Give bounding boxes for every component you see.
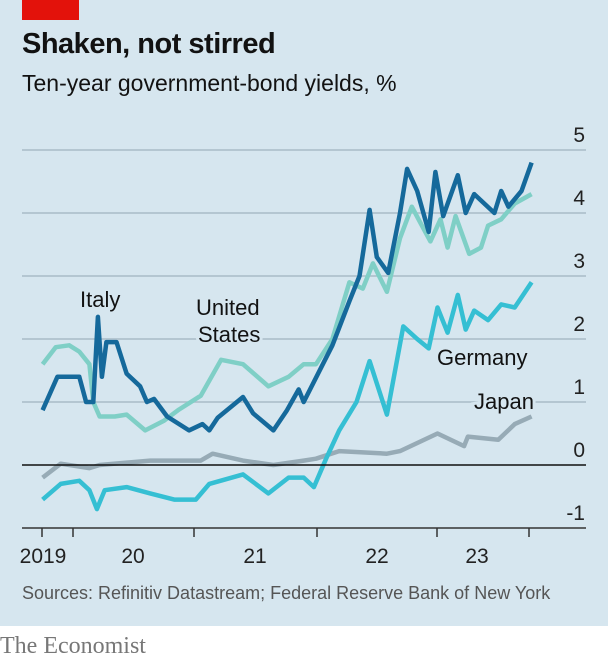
series-line-united-states — [40, 192, 533, 433]
series-label-italy: Italy — [80, 287, 120, 312]
y-tick-label: 0 — [573, 439, 585, 462]
x-tick-label: 23 — [465, 545, 488, 568]
series-label-united-states: United — [196, 295, 260, 320]
x-tick-label: 21 — [243, 545, 266, 568]
y-tick-label: 3 — [573, 250, 585, 273]
chart-subtitle: Ten-year government-bond yields, % — [22, 70, 397, 96]
source-note: Sources: Refinitiv Datastream; Federal R… — [22, 583, 551, 603]
y-tick-label: 1 — [573, 376, 585, 399]
y-tick-label: 5 — [573, 124, 585, 147]
economist-logo: The Economist — [0, 633, 146, 659]
y-tick-label: 2 — [573, 313, 585, 336]
series-line-germany — [41, 281, 534, 512]
chart-panel — [0, 0, 608, 626]
chart-title: Shaken, not stirred — [22, 28, 276, 60]
x-tick-label: 2019 — [20, 545, 67, 568]
series-line-italy — [40, 161, 534, 433]
brand-red-bar — [22, 0, 79, 20]
x-tick-label: 20 — [121, 545, 144, 568]
series-label-japan: Japan — [474, 389, 534, 414]
series-label-united-states: States — [198, 322, 260, 347]
y-tick-label: -1 — [566, 502, 585, 525]
x-tick-label: 22 — [365, 545, 388, 568]
y-tick-label: 4 — [573, 187, 585, 210]
series-line-japan — [41, 414, 533, 480]
series-label-germany: Germany — [437, 345, 527, 370]
